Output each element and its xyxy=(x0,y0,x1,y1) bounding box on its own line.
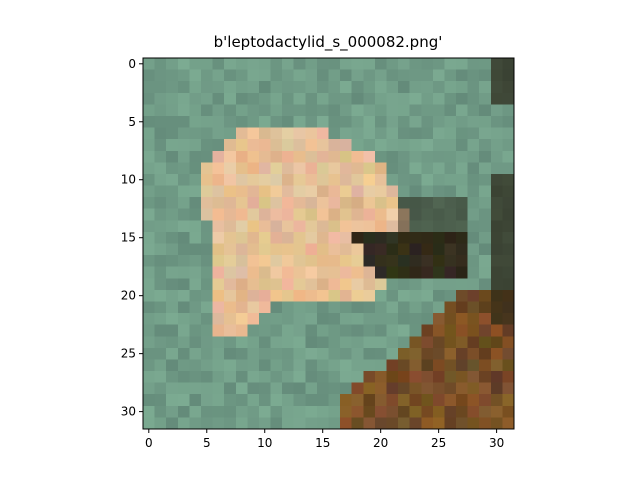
x-tick-label: 20 xyxy=(373,436,388,450)
x-tick-label: 5 xyxy=(203,436,211,450)
y-axis: 0 5 10 15 20 25 30 xyxy=(121,57,143,419)
x-tick-label: 15 xyxy=(315,436,330,450)
x-axis: 0 5 10 15 20 25 30 xyxy=(145,429,504,450)
x-tick-label: 30 xyxy=(489,436,504,450)
y-tick-label: 10 xyxy=(121,173,136,187)
axes-frame xyxy=(142,57,515,430)
y-tick-label: 15 xyxy=(121,231,136,245)
y-tick-label: 30 xyxy=(121,405,136,419)
y-tick-label: 20 xyxy=(121,289,136,303)
y-tick-label: 25 xyxy=(121,347,136,361)
x-tick-label: 25 xyxy=(431,436,446,450)
frog-image xyxy=(143,58,514,429)
figure-title: b'leptodactylid_s_000082.png' xyxy=(214,33,443,52)
x-tick-label: 10 xyxy=(257,436,272,450)
y-tick-label: 0 xyxy=(128,57,136,71)
x-tick-label: 0 xyxy=(145,436,153,450)
y-tick-label: 5 xyxy=(128,115,136,129)
